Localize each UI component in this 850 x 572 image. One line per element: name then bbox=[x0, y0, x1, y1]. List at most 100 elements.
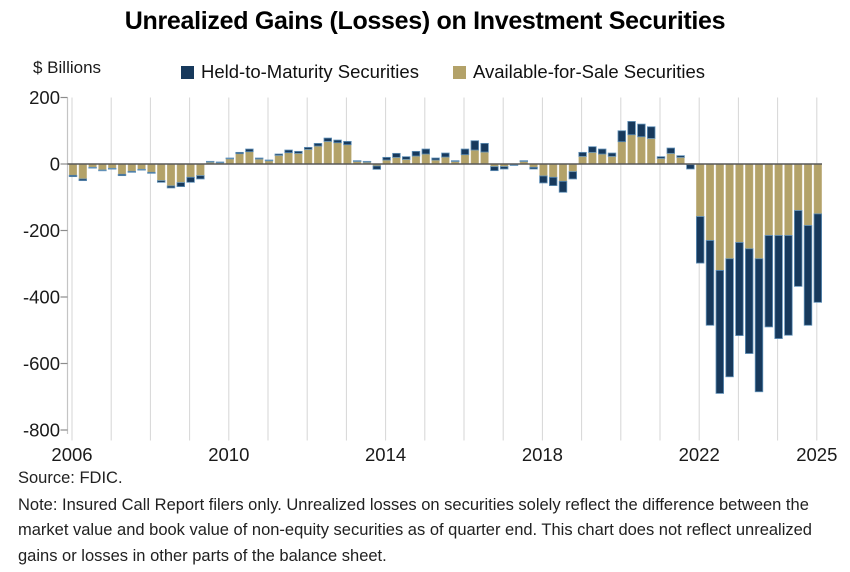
bar-htm bbox=[813, 213, 822, 303]
bar-afs bbox=[470, 149, 479, 165]
bar-afs bbox=[98, 163, 107, 171]
page-title: Unrealized Gains (Losses) on Investment … bbox=[124, 7, 726, 35]
bar-htm bbox=[352, 160, 362, 162]
bar-htm bbox=[549, 176, 558, 187]
bar-afs bbox=[284, 152, 293, 165]
bar-afs bbox=[666, 153, 675, 165]
bar-htm bbox=[215, 161, 225, 164]
bar-htm bbox=[108, 167, 117, 170]
bar-afs bbox=[735, 163, 744, 243]
htm-swatch-icon bbox=[181, 65, 194, 79]
bar-htm bbox=[78, 178, 87, 182]
bar-htm bbox=[186, 176, 195, 183]
bar-afs bbox=[784, 163, 793, 236]
legend-item-held-to-maturity: Held-to-Maturity Securities bbox=[181, 61, 419, 83]
bar-afs bbox=[696, 163, 705, 217]
bar-htm bbox=[529, 166, 538, 170]
bar-htm bbox=[372, 165, 381, 170]
bar-htm bbox=[754, 258, 764, 393]
bar-htm bbox=[637, 123, 646, 138]
bar-htm bbox=[588, 146, 597, 153]
bar-htm bbox=[803, 225, 813, 326]
bar-htm bbox=[450, 160, 460, 162]
bar-htm bbox=[68, 174, 78, 178]
x-tick-label: 2006 bbox=[51, 444, 92, 465]
bar-afs bbox=[794, 163, 803, 211]
bar-htm bbox=[607, 152, 617, 157]
bar-afs bbox=[186, 163, 195, 178]
bar-htm bbox=[490, 166, 499, 172]
bar-afs bbox=[549, 163, 558, 178]
bar-htm bbox=[392, 152, 401, 158]
y-tick-label: -800 bbox=[23, 420, 60, 441]
bar-htm bbox=[176, 182, 185, 188]
bar-htm bbox=[539, 175, 548, 184]
bar-afs bbox=[127, 163, 136, 172]
bar-htm bbox=[205, 160, 215, 163]
bar-afs bbox=[754, 163, 764, 260]
bar-htm bbox=[764, 235, 773, 328]
bar-htm bbox=[401, 156, 411, 160]
x-tick-label: 2010 bbox=[208, 444, 249, 465]
bar-htm bbox=[647, 126, 656, 139]
bar-afs bbox=[166, 163, 176, 187]
legend: Held-to-Maturity Securities Available-fo… bbox=[181, 61, 705, 83]
bar-htm bbox=[137, 168, 146, 171]
x-tick-label: 2014 bbox=[365, 444, 406, 465]
bar-htm bbox=[196, 175, 205, 180]
bar-htm bbox=[705, 240, 715, 326]
bar-afs bbox=[274, 155, 283, 165]
bar-htm bbox=[411, 150, 421, 157]
bar-htm bbox=[156, 180, 166, 183]
bar-htm bbox=[794, 210, 803, 287]
bar-afs bbox=[392, 157, 401, 165]
bar-htm bbox=[98, 169, 107, 172]
bar-htm bbox=[303, 146, 313, 150]
legend-label: Held-to-Maturity Securities bbox=[201, 61, 419, 82]
bar-htm bbox=[627, 121, 636, 136]
bar-afs bbox=[617, 141, 626, 165]
bar-afs bbox=[656, 158, 666, 165]
bar-htm bbox=[745, 248, 754, 354]
bar-htm bbox=[470, 140, 479, 151]
bar-htm bbox=[245, 148, 254, 153]
bar-afs bbox=[480, 151, 489, 165]
bar-afs bbox=[803, 163, 813, 226]
bar-afs bbox=[323, 141, 332, 165]
y-tick-label: 0 bbox=[50, 154, 60, 175]
bar-htm bbox=[127, 170, 136, 173]
bar-afs bbox=[333, 142, 342, 165]
bar-htm bbox=[294, 150, 303, 154]
bar-afs bbox=[539, 163, 548, 177]
bar-htm bbox=[715, 269, 724, 394]
x-tick-label: 2025 bbox=[796, 444, 837, 465]
bar-afs bbox=[68, 163, 78, 176]
bar-htm bbox=[774, 235, 783, 339]
y-tick-label: -400 bbox=[23, 287, 60, 308]
bar-afs bbox=[715, 163, 724, 271]
bar-htm bbox=[117, 173, 127, 177]
bar-afs bbox=[147, 163, 156, 173]
legend-item-available-for-sale: Available-for-Sale Securities bbox=[452, 61, 705, 83]
bar-htm bbox=[460, 148, 470, 156]
bar-htm bbox=[313, 142, 323, 147]
bar-afs bbox=[578, 156, 587, 165]
bar-afs bbox=[304, 149, 313, 165]
bar-afs bbox=[78, 163, 87, 180]
bar-htm bbox=[480, 142, 489, 153]
y-tick-label: 200 bbox=[29, 87, 60, 108]
bar-htm bbox=[264, 159, 274, 162]
bar-htm bbox=[519, 160, 528, 162]
bar-htm bbox=[225, 157, 234, 160]
bar-htm bbox=[382, 156, 391, 161]
bar-htm bbox=[666, 147, 675, 154]
afs-swatch-icon bbox=[452, 65, 466, 79]
bar-afs bbox=[343, 144, 352, 165]
bar-htm bbox=[617, 130, 626, 143]
bar-htm bbox=[421, 148, 430, 155]
bar-htm bbox=[578, 151, 587, 157]
bar-htm bbox=[441, 152, 450, 158]
bar-afs bbox=[764, 163, 773, 236]
bar-htm bbox=[362, 160, 372, 163]
